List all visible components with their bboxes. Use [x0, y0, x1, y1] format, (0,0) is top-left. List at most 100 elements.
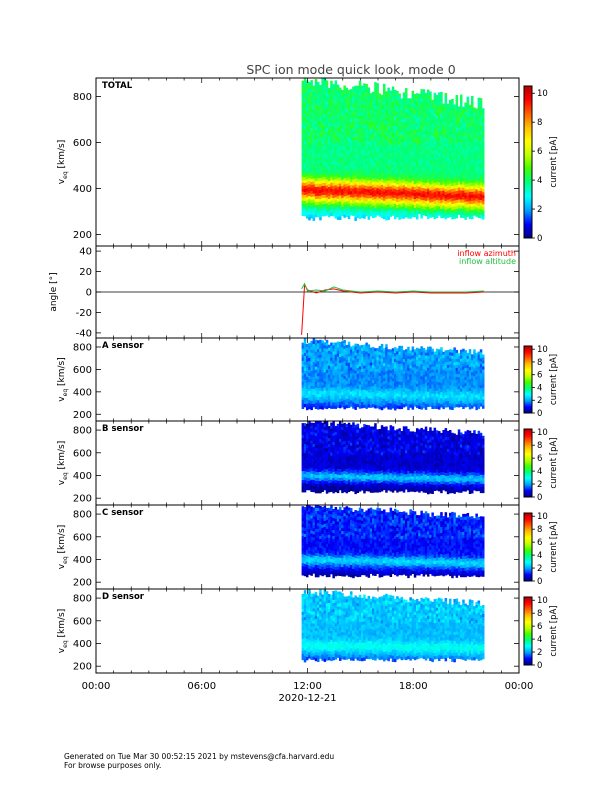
heatmap-cell: [385, 166, 388, 169]
heatmap-cell: [365, 174, 368, 177]
heatmap-cell: [381, 164, 384, 167]
heatmap-cell: [368, 142, 371, 145]
heatmap-cell: [302, 397, 305, 400]
heatmap-cell: [440, 119, 443, 122]
heatmap-cell: [414, 157, 417, 160]
heatmap-cell: [403, 155, 406, 158]
heatmap-cell: [365, 129, 368, 132]
heatmap-cell: [405, 151, 408, 154]
heatmap-cell: [352, 93, 355, 96]
heatmap-cell: [374, 130, 377, 133]
heatmap-cell: [480, 134, 483, 137]
heatmap-cell: [328, 405, 331, 408]
heatmap-cell: [317, 172, 320, 175]
heatmap-cell: [348, 114, 351, 117]
heatmap-cell: [440, 176, 443, 179]
heatmap-cell: [313, 191, 316, 194]
heatmap-cell: [390, 97, 393, 100]
heatmap-cell: [363, 101, 366, 104]
heatmap-cell: [403, 110, 406, 113]
heatmap-cell: [365, 159, 368, 162]
heatmap-cell: [392, 375, 395, 378]
heatmap-cell: [482, 186, 485, 189]
heatmap-cell: [412, 364, 415, 367]
heatmap-cell: [361, 206, 364, 209]
heatmap-cell: [310, 161, 313, 164]
heatmap-cell: [310, 383, 313, 386]
heatmap-cell: [385, 91, 388, 94]
heatmap-cell: [442, 149, 445, 152]
heatmap-cell: [359, 402, 362, 405]
heatmap-cell: [361, 366, 364, 369]
heatmap-cell: [383, 354, 386, 357]
heatmap-cell: [346, 357, 349, 360]
heatmap-cell: [330, 201, 333, 204]
heatmap-cell: [482, 183, 485, 186]
heatmap-cell: [310, 125, 313, 128]
heatmap-cell: [418, 373, 421, 376]
heatmap-cell: [379, 126, 382, 129]
heatmap-cell: [423, 95, 426, 98]
heatmap-cell: [420, 203, 423, 206]
heatmap-cell: [429, 404, 432, 407]
heatmap-cell: [425, 162, 428, 165]
heatmap-cell: [315, 169, 318, 172]
heatmap-cell: [321, 99, 324, 102]
heatmap-cell: [368, 350, 371, 353]
heatmap-cell: [328, 124, 331, 127]
heatmap-cell: [407, 146, 410, 149]
heatmap-cell: [324, 345, 327, 348]
heatmap-cell: [414, 130, 417, 133]
heatmap-cell: [321, 84, 324, 87]
heatmap-cell: [302, 93, 305, 96]
heatmap-cell: [434, 364, 437, 367]
heatmap-cell: [357, 95, 360, 98]
heatmap-cell: [313, 401, 316, 404]
heatmap-cell: [480, 98, 483, 101]
heatmap-cell: [357, 158, 360, 161]
heatmap-cell: [376, 113, 379, 116]
heatmap-cell: [418, 169, 421, 172]
heatmap-cell: [423, 206, 426, 209]
heatmap-cell: [442, 104, 445, 107]
heatmap-cell: [302, 391, 305, 394]
heatmap-cell: [449, 157, 452, 160]
heatmap-cell: [403, 101, 406, 104]
heatmap-cell: [343, 194, 346, 197]
heatmap-cell: [379, 195, 382, 198]
heatmap-cell: [453, 162, 456, 165]
heatmap-cell: [354, 110, 357, 113]
heatmap-cell: [370, 399, 373, 402]
heatmap-cell: [385, 100, 388, 103]
heatmap-cell: [376, 188, 379, 191]
heatmap-cell: [398, 154, 401, 157]
heatmap-cell: [480, 131, 483, 134]
heatmap-cell: [374, 82, 377, 85]
heatmap-cell: [442, 215, 445, 218]
heatmap-cell: [427, 186, 430, 189]
heatmap-cell: [423, 384, 426, 387]
heatmap-cell: [458, 173, 461, 176]
heatmap-cell: [348, 135, 351, 138]
heatmap-cell: [445, 177, 448, 180]
heatmap-cell: [315, 382, 318, 385]
heatmap-cell: [396, 357, 399, 360]
heatmap-cell: [328, 166, 331, 169]
heatmap-cell: [414, 145, 417, 148]
heatmap-cell: [425, 359, 428, 362]
heatmap-cell: [385, 169, 388, 172]
heatmap-cell: [392, 207, 395, 210]
heatmap-cell: [462, 203, 465, 206]
heatmap-cell: [438, 194, 441, 197]
heatmap-cell: [396, 354, 399, 357]
heatmap-cell: [352, 369, 355, 372]
heatmap-cell: [471, 96, 474, 99]
heatmap-cell: [480, 209, 483, 212]
heatmap-cell: [363, 179, 366, 182]
heatmap-cell: [365, 141, 368, 144]
heatmap-cell: [357, 182, 360, 185]
heatmap-cell: [315, 106, 318, 109]
heatmap-cell: [398, 370, 401, 373]
heatmap-cell: [346, 345, 349, 348]
heatmap-cell: [396, 100, 399, 103]
